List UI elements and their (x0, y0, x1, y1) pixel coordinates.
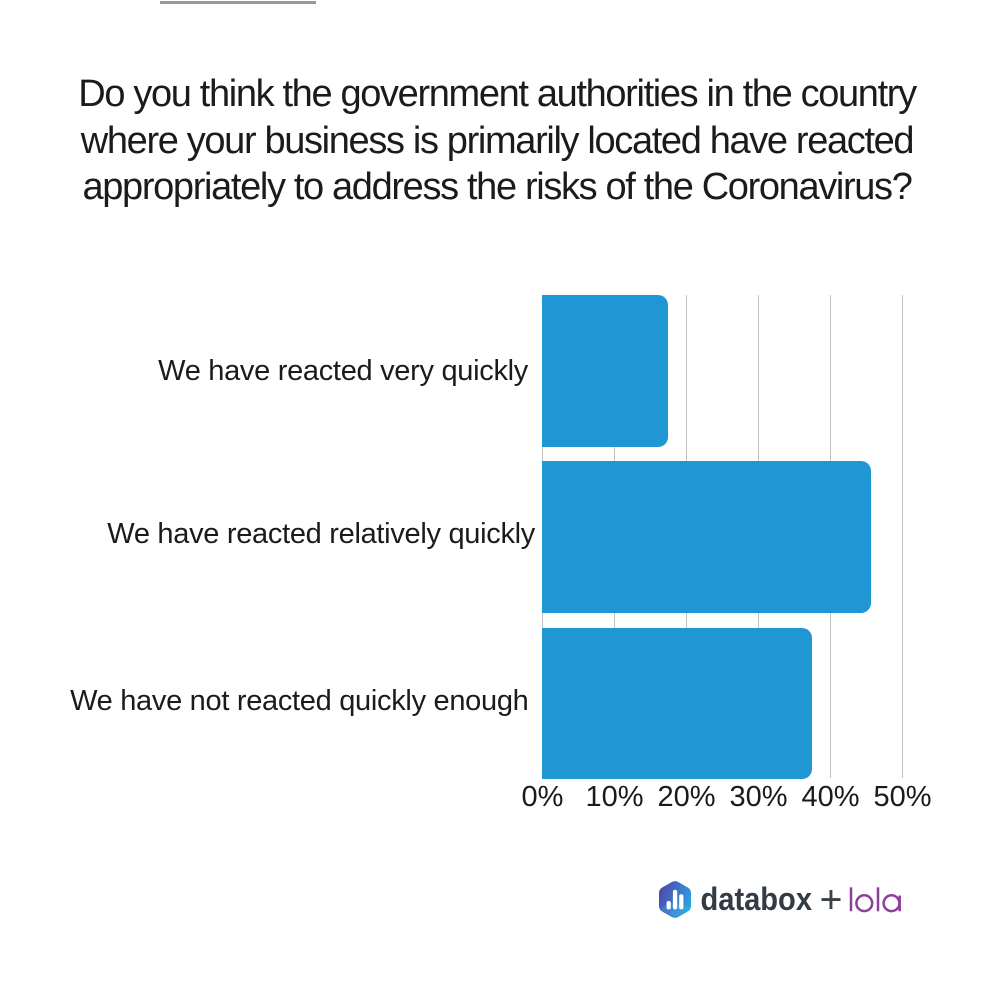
svg-text:databox: databox (701, 881, 813, 917)
